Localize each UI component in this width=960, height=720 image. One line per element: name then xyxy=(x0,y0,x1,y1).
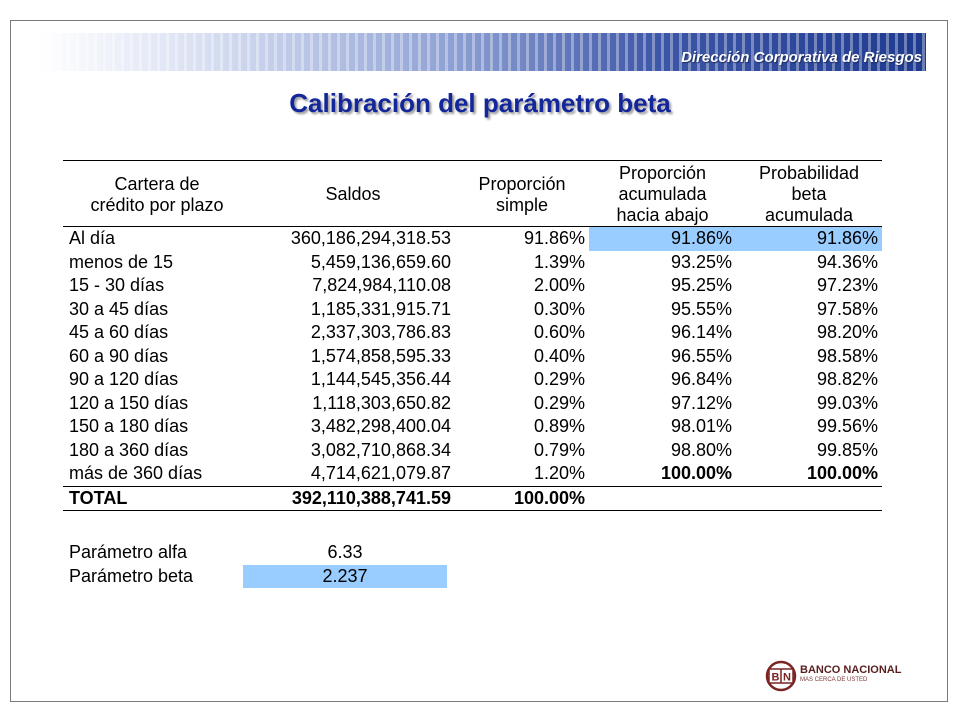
table-row: 120 a 150 días 1,118,303,650.82 0.29% 97.12… xyxy=(63,392,882,416)
total-cell: 392,110,388,741.59 xyxy=(251,485,455,511)
calibration-table: Cartera de crédito por plazo Saldos Prop… xyxy=(63,160,882,511)
header-cartera: Cartera de crédito por plazo xyxy=(90,173,224,215)
table-cell: más de 360 días xyxy=(69,463,203,484)
parameters-table: Parámetro alfa 6.33 Parámetro beta 2.237 xyxy=(63,541,447,588)
table-cell: 0.60% xyxy=(533,322,585,343)
table-cell: 99.03% xyxy=(816,392,878,413)
table-cell: 90 a 120 días xyxy=(69,369,179,390)
table-cell: 96.84% xyxy=(670,369,732,390)
table-cell: 2,337,303,786.83 xyxy=(310,322,451,343)
table-row: 150 a 180 días 3,482,298,400.04 0.89% 98.01… xyxy=(63,415,882,439)
table-cell: 0.29% xyxy=(533,392,585,413)
bn-logo-icon: B N xyxy=(765,660,797,692)
table-cell: 91.86% xyxy=(736,226,882,251)
table-cell: 100.00% xyxy=(806,463,878,484)
table-row: 15 - 30 días 7,824,984,110.08 2.00% 95.25% 9… xyxy=(63,274,882,298)
table-cell: 30 a 45 días xyxy=(69,298,169,319)
table-header-row: Cartera de crédito por plazo Saldos Prop… xyxy=(63,160,882,227)
table-cell: menos de 15 xyxy=(69,251,174,272)
page-title: Calibración del parámetro beta xyxy=(289,88,671,118)
table-cell: 96.55% xyxy=(670,345,732,366)
table-cell: 360,186,294,318.53 xyxy=(290,228,451,249)
table-row: 180 a 360 días 3,082,710,868.34 0.79% 98.80… xyxy=(63,439,882,463)
param-label: Parámetro alfa xyxy=(69,542,188,563)
param-row-beta: Parámetro beta 2.237 xyxy=(63,564,447,588)
table-row: 30 a 45 días 1,185,331,915.71 0.30% 95.55% 9… xyxy=(63,298,882,322)
table-cell: 99.85% xyxy=(816,439,878,460)
table-row: 90 a 120 días 1,144,545,356.44 0.29% 96.84%… xyxy=(63,368,882,392)
total-cell xyxy=(736,485,882,511)
header-banner: Dirección Corporativa de Riesgos xyxy=(40,33,926,71)
table-cell: 94.36% xyxy=(816,251,878,272)
table-body: Al día 360,186,294,318.53 91.86% 91.86% 91.8… xyxy=(63,226,882,511)
table-cell: 98.80% xyxy=(670,439,732,460)
table-cell: 98.58% xyxy=(816,345,878,366)
table-cell: 98.82% xyxy=(816,369,878,390)
table-cell: 5,459,136,659.60 xyxy=(310,251,451,272)
table-cell: 95.55% xyxy=(670,298,732,319)
table-cell: 1,118,303,650.82 xyxy=(312,392,451,413)
table-cell: 3,482,298,400.04 xyxy=(310,416,451,437)
param-value: 6.33 xyxy=(327,542,363,563)
table-cell: 15 - 30 días xyxy=(69,275,165,296)
table-cell: 91.86% xyxy=(589,226,736,251)
table-cell: 1,574,858,595.33 xyxy=(310,345,451,366)
total-row: TOTAL 392,110,388,741.59 100.00% xyxy=(63,485,882,511)
department-title: Dirección Corporativa de Riesgos xyxy=(681,49,922,66)
table-row: menos de 15 5,459,136,659.60 1.39% 93.25% 94… xyxy=(63,251,882,275)
table-cell: 0.79% xyxy=(533,439,585,460)
table-cell: 1.20% xyxy=(533,463,585,484)
table-cell: 45 a 60 días xyxy=(69,322,169,343)
table-cell: Al día xyxy=(69,228,116,249)
logo-letters: N xyxy=(783,672,791,684)
table-cell: 0.40% xyxy=(533,345,585,366)
slide-frame xyxy=(10,20,948,702)
table-cell: 7,824,984,110.08 xyxy=(312,275,451,296)
header-saldos: Saldos xyxy=(325,184,381,204)
table-row: 45 a 60 días 2,337,303,786.83 0.60% 96.14% 9… xyxy=(63,321,882,345)
total-cell: 100.00% xyxy=(455,485,589,511)
header-proporcion-acumulada: Proporción acumulada hacia abajo xyxy=(616,163,709,225)
total-cell xyxy=(589,485,736,511)
logo-tagline: MAS CERCA DE USTED xyxy=(800,677,868,683)
table-cell: 99.56% xyxy=(816,416,878,437)
table-cell: 1,185,331,915.71 xyxy=(310,298,451,319)
table-cell: 95.25% xyxy=(670,275,732,296)
table-cell: 2.00% xyxy=(533,275,585,296)
logo-name: BANCO NACIONAL xyxy=(800,664,902,676)
table-cell: 3,082,710,868.34 xyxy=(310,439,451,460)
table-cell: 1.39% xyxy=(533,251,585,272)
table-cell: 100.00% xyxy=(660,463,732,484)
table-cell: 60 a 90 días xyxy=(69,345,169,366)
table-cell: 0.89% xyxy=(533,416,585,437)
bank-logo: B N BANCO NACIONAL MAS CERCA DE USTED xyxy=(765,660,905,692)
table-cell: 98.20% xyxy=(816,322,878,343)
param-label: Parámetro beta xyxy=(69,565,194,586)
table-cell: 0.30% xyxy=(533,298,585,319)
table-cell: 0.29% xyxy=(533,369,585,390)
table-cell: 1,144,545,356.44 xyxy=(310,369,451,390)
table-cell: 180 a 360 días xyxy=(69,439,189,460)
table-cell: 91.86% xyxy=(523,228,585,249)
table-cell: 98.01% xyxy=(670,416,732,437)
table-cell: 4,714,621,079.87 xyxy=(310,463,451,484)
table-cell: 96.14% xyxy=(670,322,732,343)
total-cell: TOTAL xyxy=(63,485,251,511)
table-row: 60 a 90 días 1,574,858,595.33 0.40% 96.55% 9… xyxy=(63,345,882,369)
param-row-alfa: Parámetro alfa 6.33 xyxy=(63,541,447,565)
table-row: más de 360 días 4,714,621,079.87 1.20% 100.… xyxy=(63,462,882,486)
table-row: Al día 360,186,294,318.53 91.86% 91.86% 91.8… xyxy=(63,226,882,251)
table-cell: 93.25% xyxy=(670,251,732,272)
table-cell: 150 a 180 días xyxy=(69,416,189,437)
header-proporcion-simple: Proporción simple xyxy=(478,173,566,215)
table-cell: 97.12% xyxy=(670,392,732,413)
param-value: 2.237 xyxy=(243,564,447,588)
logo-letters: B xyxy=(772,672,780,684)
table-cell: 97.58% xyxy=(816,298,878,319)
table-cell: 97.23% xyxy=(816,275,878,296)
header-probabilidad-beta: Probabilidad beta acumulada xyxy=(758,163,860,225)
table-cell: 120 a 150 días xyxy=(69,392,189,413)
